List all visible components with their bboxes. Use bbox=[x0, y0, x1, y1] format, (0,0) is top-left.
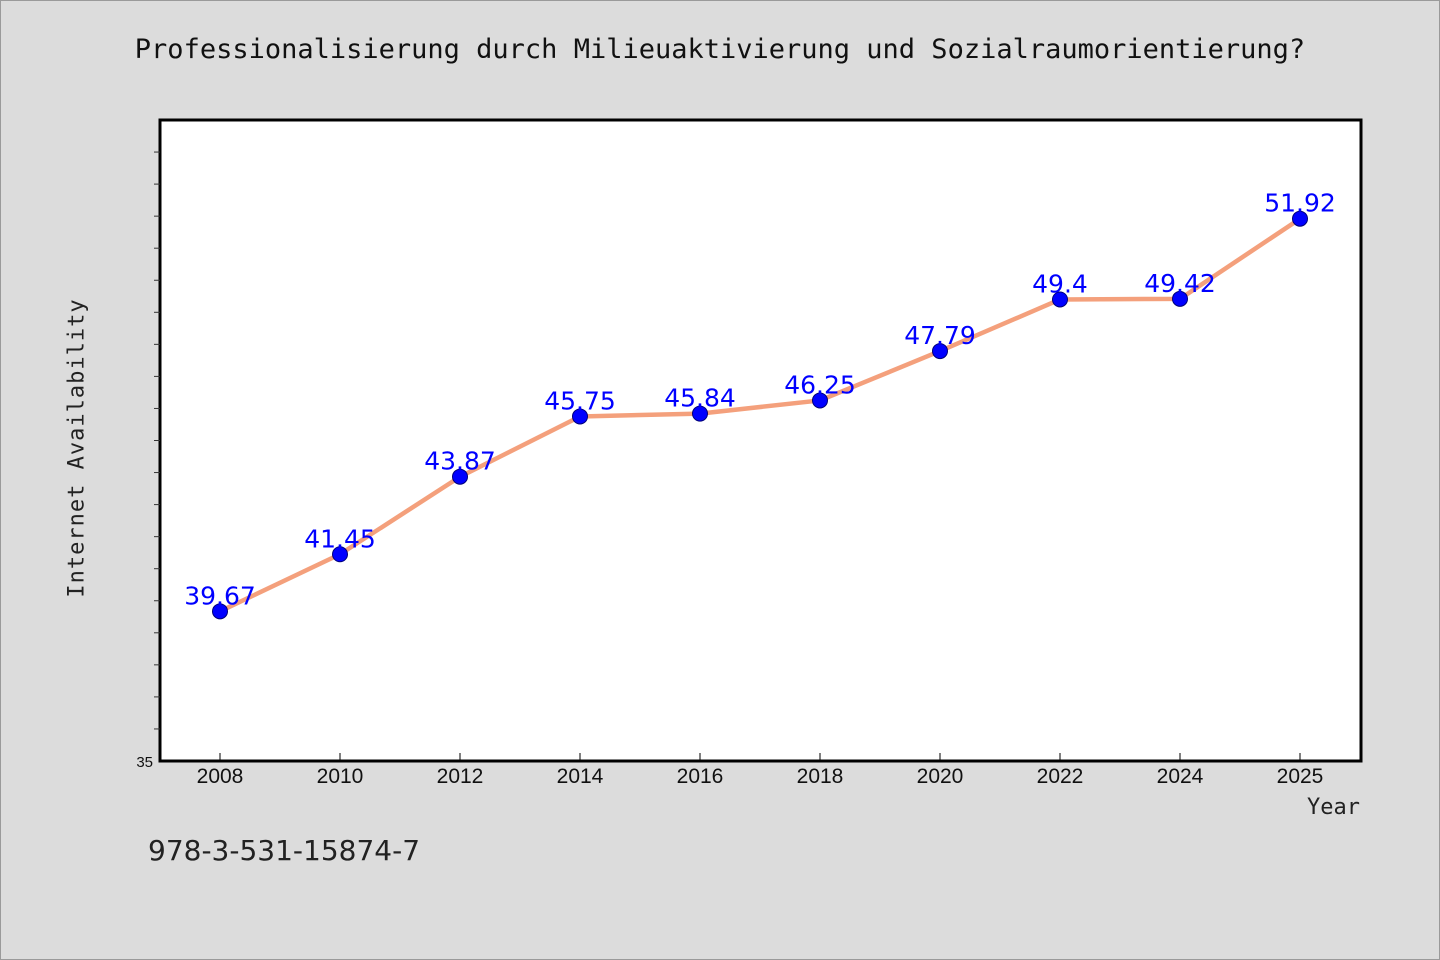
data-label: 47.79 bbox=[904, 321, 976, 350]
data-label: 39.67 bbox=[184, 581, 256, 610]
data-point bbox=[812, 392, 828, 409]
x-tick-label: 2024 bbox=[1157, 765, 1204, 788]
data-label: 41.45 bbox=[304, 524, 376, 553]
x-tick-label: 2018 bbox=[797, 765, 844, 788]
data-label: 49.4 bbox=[1032, 269, 1088, 298]
data-point bbox=[572, 408, 588, 425]
x-tick-label: 2016 bbox=[677, 765, 724, 788]
plot-area bbox=[158, 118, 1363, 763]
data-point bbox=[332, 546, 348, 563]
x-tick-label: 2010 bbox=[317, 765, 364, 788]
chart-title: Professionalisierung durch Milieuaktivie… bbox=[134, 34, 1306, 65]
x-axis-label: Year bbox=[1307, 795, 1360, 820]
data-label: 43.87 bbox=[424, 447, 496, 476]
data-point bbox=[1052, 291, 1068, 308]
data-point bbox=[692, 405, 708, 422]
x-tick-label: 2008 bbox=[197, 765, 244, 788]
x-tick-label: 2012 bbox=[437, 765, 484, 788]
data-point bbox=[1292, 210, 1308, 227]
data-label: 51.92 bbox=[1264, 189, 1336, 218]
data-label: 46.25 bbox=[784, 370, 856, 399]
data-point bbox=[932, 343, 948, 360]
data-point bbox=[212, 603, 228, 620]
series-line bbox=[217, 216, 1303, 614]
data-label: 45.84 bbox=[664, 384, 736, 413]
x-tick-label: 2014 bbox=[557, 765, 604, 788]
data-label: 49.42 bbox=[1144, 269, 1216, 298]
y-tick-label: 35 bbox=[136, 754, 153, 771]
data-point bbox=[452, 468, 468, 485]
data-point bbox=[1172, 290, 1188, 307]
x-tick-label: 2025 bbox=[1277, 765, 1324, 788]
data-label: 45.75 bbox=[544, 386, 616, 415]
x-tick-label: 2022 bbox=[1037, 765, 1084, 788]
x-tick-label: 2020 bbox=[917, 765, 964, 788]
footer-code: 978-3-531-15874-7 bbox=[148, 834, 421, 867]
